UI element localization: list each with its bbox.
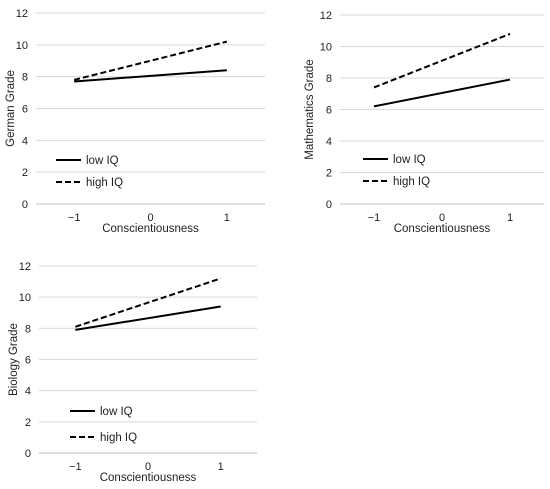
y-tick-label: 4 [326, 136, 332, 148]
y-tick-label: 0 [25, 448, 31, 460]
legend-label: low IQ [86, 155, 119, 167]
legend-label: high IQ [86, 177, 123, 189]
x-tick-label: 0 [439, 212, 445, 224]
x-tick-label: 1 [218, 461, 224, 473]
legend-label: low IQ [393, 154, 426, 166]
x-tick-label: 1 [224, 212, 230, 224]
high-iq-series-line [73, 40, 228, 81]
y-tick-label: 8 [326, 73, 332, 85]
x-tick-label: −1 [368, 212, 381, 224]
y-tick-label: 2 [326, 168, 332, 180]
y-tick-label: 10 [16, 40, 28, 52]
y-tick-label: 2 [25, 417, 31, 429]
german-chart: 0 2 4 6 8 10 12 −1 0 1 Conscientiousness German Gra… [5, 8, 265, 235]
legend-label: high IQ [393, 176, 430, 188]
x-axis-label: Conscientiousness [100, 472, 197, 484]
y-tick-label: 10 [320, 42, 332, 54]
y-axis-label: Mathematics Grade [304, 59, 316, 159]
y-axis-label: German Grade [5, 70, 17, 147]
x-tick-label: 0 [147, 212, 153, 224]
mathematics-chart: 0 2 4 6 8 10 12 −1 0 1 Conscientiousness Mathematic… [304, 10, 544, 235]
y-tick-label: 4 [22, 135, 28, 147]
y-tick-label: 0 [22, 199, 28, 211]
low-iq-series-line [75, 305, 221, 331]
y-tick-label: 6 [22, 104, 28, 116]
y-tick-label: 10 [19, 292, 31, 304]
y-tick-label: 12 [16, 8, 28, 20]
legend-label: high IQ [100, 432, 137, 444]
y-tick-label: 6 [25, 355, 31, 367]
y-tick-label: 4 [25, 386, 31, 398]
y-tick-label: 12 [320, 10, 332, 22]
x-tick-label: −1 [69, 461, 82, 473]
y-tick-label: 8 [25, 323, 31, 335]
y-tick-label: 0 [326, 199, 332, 211]
y-axis-label: Biology Grade [8, 323, 20, 396]
high-iq-series-line [75, 277, 221, 328]
high-iq-series-line [373, 32, 511, 89]
y-tick-label: 6 [326, 105, 332, 117]
x-tick-label: −1 [68, 212, 81, 224]
y-tick-label: 12 [19, 261, 31, 273]
y-tick-label: 2 [22, 167, 28, 179]
y-tick-label: 8 [22, 72, 28, 84]
low-iq-series-line [74, 69, 227, 83]
x-tick-label: 1 [507, 212, 513, 224]
low-iq-series-line [373, 78, 511, 108]
legend-label: low IQ [100, 406, 133, 418]
biology-chart: 0 2 4 6 8 10 12 −1 0 1 Conscientiousness Biology Gr… [8, 261, 257, 484]
x-axis-label: Conscientiousness [394, 223, 491, 235]
x-tick-label: 0 [145, 461, 151, 473]
x-axis-label: Conscientiousness [102, 223, 199, 235]
